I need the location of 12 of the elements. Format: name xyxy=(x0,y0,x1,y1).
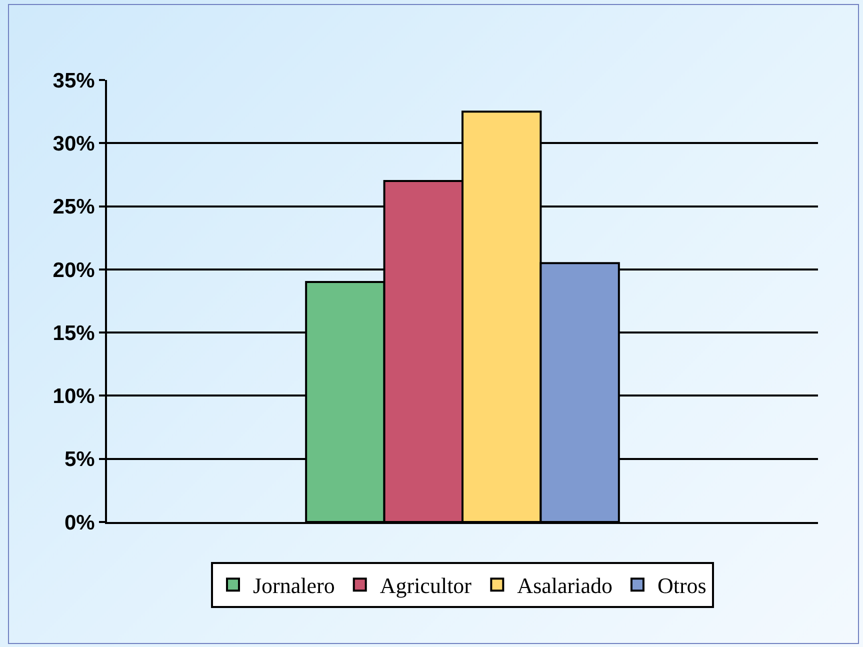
legend-label: Jornalero xyxy=(253,573,335,598)
legend-label: Otros xyxy=(657,573,706,598)
legend-label: Asalariado xyxy=(517,573,612,598)
y-tick-label: 30% xyxy=(52,132,96,156)
y-tick-label: 35% xyxy=(52,69,96,92)
y-tick-label: 15% xyxy=(52,322,96,345)
y-tick-label: 10% xyxy=(52,385,96,408)
legend-label: Agricultor xyxy=(380,573,472,598)
y-tick-label: 5% xyxy=(64,448,96,472)
y-tick-label: 25% xyxy=(52,196,96,219)
y-tick-label: 20% xyxy=(52,258,96,282)
y-tick-label: 0% xyxy=(64,511,96,534)
